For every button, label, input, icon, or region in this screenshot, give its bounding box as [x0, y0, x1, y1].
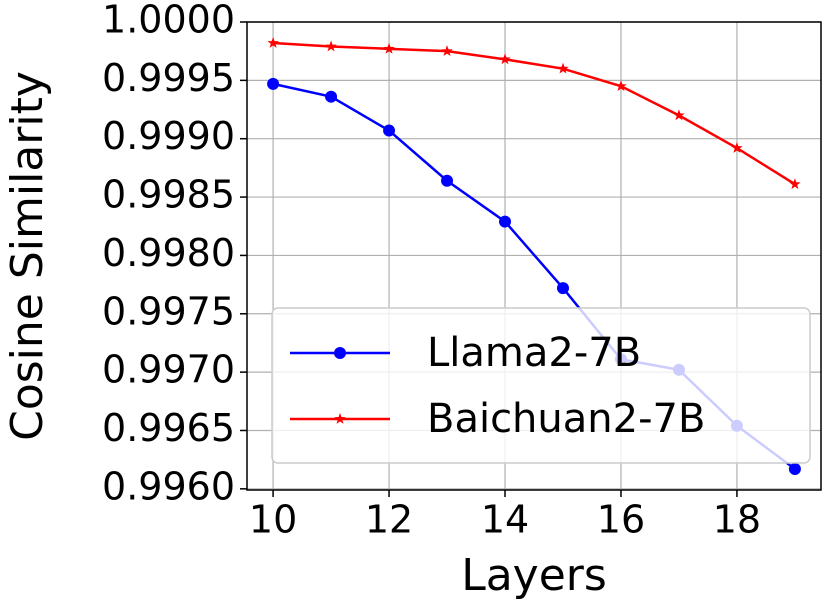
legend-label: Llama2-7B: [427, 330, 641, 376]
y-tick-label: 0.9965: [102, 406, 235, 450]
legend-box: [271, 307, 811, 464]
marker: [441, 45, 453, 57]
legend-label: Baichuan2-7B: [427, 396, 705, 442]
x-tick-label: 12: [365, 498, 413, 542]
x-tick-label: 10: [249, 498, 297, 542]
y-axis-label: Cosine Similarity: [2, 71, 53, 441]
plot-frame: [246, 21, 822, 491]
marker: [325, 90, 338, 103]
x-tick-label: 18: [713, 498, 761, 542]
marker: [267, 77, 280, 90]
marker: [673, 109, 685, 121]
y-tick-label: 0.9975: [102, 289, 235, 333]
marker: [383, 124, 396, 137]
marker: [731, 142, 743, 153]
marker: [441, 174, 454, 187]
marker: [334, 347, 346, 359]
marker: [267, 37, 279, 48]
marker: [499, 53, 511, 65]
marker: [383, 42, 395, 54]
x-axis-label: Layers: [461, 550, 607, 601]
y-tick-label: 0.9980: [102, 231, 235, 275]
marker: [557, 62, 569, 74]
y-tick-label: 0.9995: [102, 56, 235, 100]
y-tick-label: 0.9985: [102, 173, 235, 217]
x-tick-label: 16: [597, 498, 645, 542]
marker: [556, 282, 569, 295]
marker: [615, 80, 627, 92]
y-tick-label: 0.9990: [102, 114, 235, 158]
legend: Llama2-7B Baichuan2-7B: [271, 307, 811, 464]
marker: [788, 462, 801, 475]
y-tick-label: 0.9970: [102, 348, 235, 392]
marker: [325, 40, 337, 52]
marker: [789, 178, 801, 190]
series-line: [273, 41, 796, 186]
marker: [334, 413, 346, 424]
y-tick-label: 1.0000: [102, 0, 235, 42]
marker: [499, 215, 512, 228]
x-tick-label: 14: [481, 498, 529, 542]
y-tick-label: 0.9960: [102, 464, 235, 508]
